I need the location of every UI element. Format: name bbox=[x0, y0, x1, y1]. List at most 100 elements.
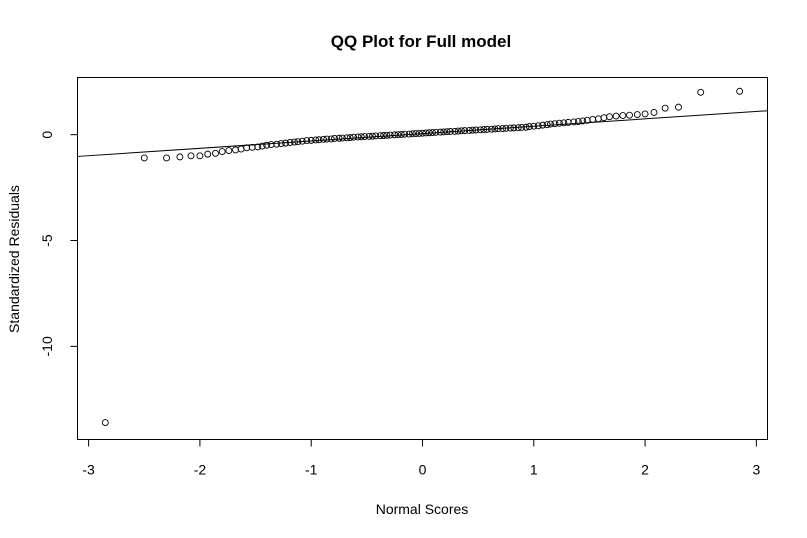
data-point bbox=[612, 112, 620, 120]
data-point bbox=[626, 111, 633, 119]
data-point bbox=[619, 112, 627, 120]
x-axis-label: Normal Scores bbox=[376, 501, 469, 517]
data-point bbox=[397, 130, 405, 138]
y-axis: 0 -5 -10 bbox=[39, 131, 78, 356]
data-point bbox=[525, 123, 533, 131]
data-point bbox=[451, 127, 459, 135]
x-tick-label: 1 bbox=[530, 462, 538, 478]
x-tick-label: -3 bbox=[82, 462, 95, 478]
data-point bbox=[401, 130, 409, 138]
data-point bbox=[514, 124, 522, 132]
data-point bbox=[539, 121, 547, 129]
data-point bbox=[697, 88, 705, 96]
data-point bbox=[555, 119, 563, 127]
data-point bbox=[465, 126, 473, 134]
data-point bbox=[254, 143, 262, 151]
data-point bbox=[499, 125, 507, 132]
data-point bbox=[436, 128, 444, 136]
data-point bbox=[294, 138, 302, 146]
data-point bbox=[263, 141, 271, 149]
data-point bbox=[412, 130, 420, 138]
data-point bbox=[633, 111, 641, 118]
data-point bbox=[343, 134, 351, 142]
data-point bbox=[440, 128, 448, 136]
data-point bbox=[461, 127, 469, 135]
data-point bbox=[480, 126, 488, 134]
data-point bbox=[522, 123, 530, 131]
data-point bbox=[589, 115, 597, 123]
data-point bbox=[510, 124, 518, 132]
data-point bbox=[277, 140, 285, 147]
data-point bbox=[415, 129, 423, 137]
data-point bbox=[483, 125, 491, 133]
data-point bbox=[422, 129, 430, 137]
data-point bbox=[560, 119, 568, 127]
data-point bbox=[736, 87, 744, 95]
data-point bbox=[372, 132, 380, 140]
data-point bbox=[675, 103, 682, 111]
data-point bbox=[196, 152, 204, 160]
data-point bbox=[140, 154, 148, 162]
data-point bbox=[338, 134, 346, 142]
data-point bbox=[570, 118, 578, 126]
data-point bbox=[394, 131, 402, 139]
x-axis: -3 -2 -1 0 1 2 3 bbox=[82, 439, 760, 478]
data-point bbox=[409, 130, 416, 138]
data-point bbox=[506, 124, 514, 132]
plot-frame bbox=[77, 77, 768, 440]
data-point bbox=[307, 136, 315, 144]
data-point bbox=[315, 136, 323, 144]
data-point bbox=[267, 141, 275, 149]
data-point bbox=[101, 419, 109, 427]
x-tick-label: 0 bbox=[419, 462, 427, 478]
data-point bbox=[237, 145, 245, 153]
data-point bbox=[354, 133, 362, 141]
data-point bbox=[258, 142, 266, 150]
data-point bbox=[282, 139, 290, 147]
data-point bbox=[594, 115, 602, 123]
data-point bbox=[386, 131, 394, 139]
data-point bbox=[488, 125, 495, 133]
data-point bbox=[212, 149, 219, 157]
data-point bbox=[661, 104, 669, 112]
data-point bbox=[327, 135, 335, 143]
data-point bbox=[446, 128, 454, 135]
data-point bbox=[579, 117, 587, 125]
data-point bbox=[380, 132, 387, 139]
data-point bbox=[383, 131, 391, 139]
data-point bbox=[650, 108, 658, 116]
data-point bbox=[350, 133, 357, 141]
y-tick-label: 0 bbox=[39, 131, 55, 139]
data-point bbox=[534, 122, 542, 130]
data-point bbox=[291, 138, 298, 146]
data-point bbox=[176, 153, 184, 161]
data-point bbox=[472, 126, 480, 134]
data-point bbox=[376, 132, 384, 140]
chart-title: QQ Plot for Full model bbox=[331, 32, 511, 51]
data-point bbox=[187, 152, 195, 160]
data-point bbox=[218, 148, 226, 156]
data-point bbox=[286, 139, 294, 146]
data-point bbox=[606, 113, 613, 121]
data-point bbox=[469, 126, 477, 134]
data-point bbox=[443, 128, 451, 136]
data-point bbox=[530, 122, 538, 130]
data-point bbox=[518, 124, 525, 131]
y-axis-label: Standardized Residuals bbox=[6, 185, 22, 333]
data-point bbox=[365, 132, 373, 140]
data-point bbox=[225, 147, 233, 154]
data-point bbox=[361, 133, 369, 141]
data-point bbox=[425, 129, 433, 137]
data-point bbox=[312, 136, 320, 144]
data-point bbox=[476, 126, 484, 134]
data-point bbox=[368, 132, 376, 140]
data-point bbox=[551, 120, 559, 128]
data-point bbox=[458, 127, 465, 135]
data-point bbox=[574, 118, 582, 125]
data-point bbox=[600, 114, 608, 122]
data-point bbox=[429, 129, 436, 136]
x-tick-label: 3 bbox=[752, 462, 760, 478]
data-point bbox=[419, 129, 426, 137]
data-point bbox=[547, 120, 554, 128]
data-point bbox=[298, 137, 306, 145]
